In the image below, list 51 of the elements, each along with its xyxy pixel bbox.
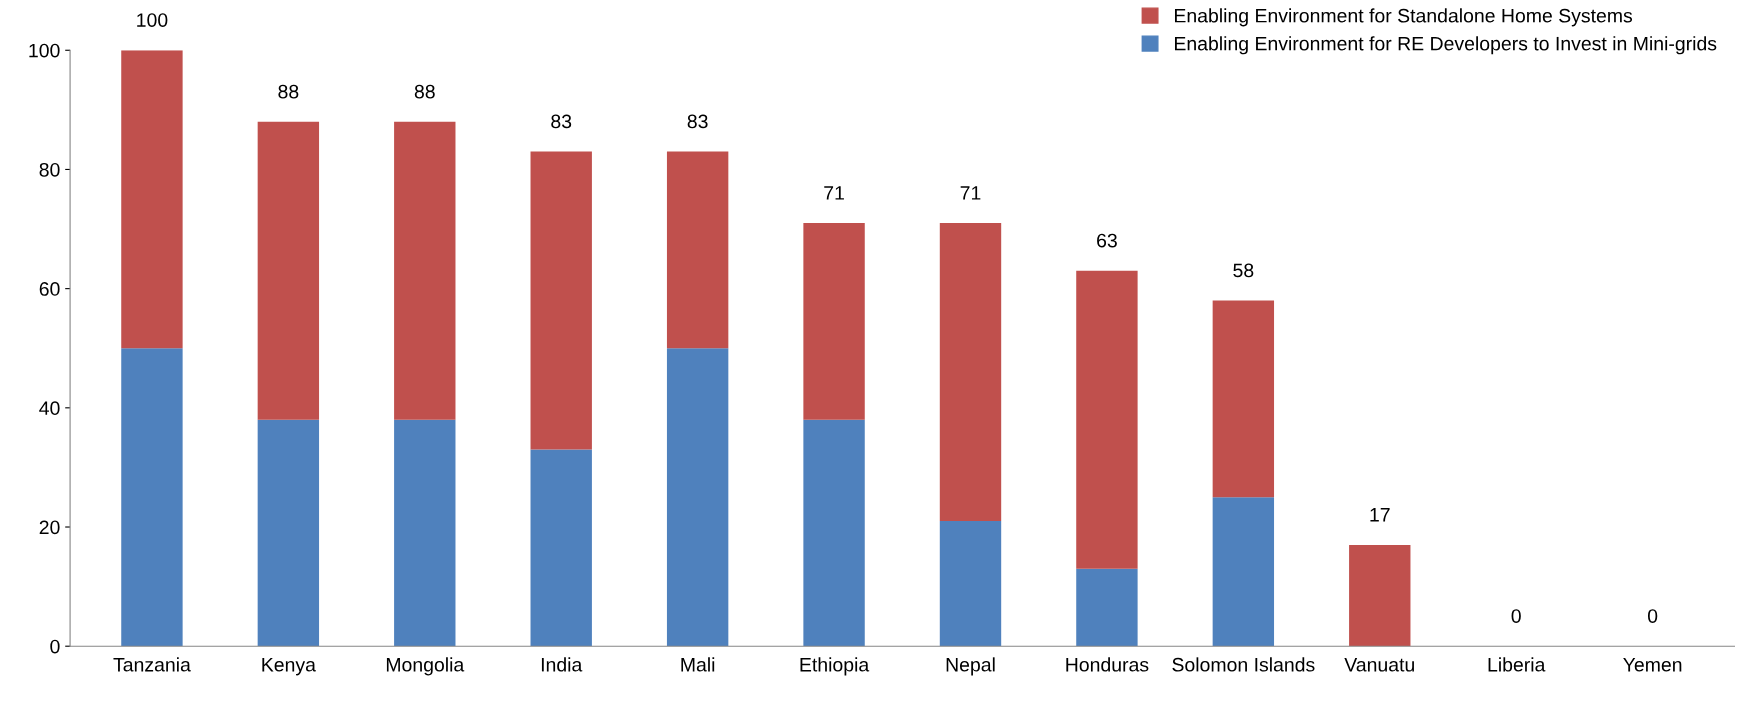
bar xyxy=(803,223,865,420)
bar xyxy=(394,419,456,647)
x-tick-label: Mongolia xyxy=(386,657,465,676)
y-tick-label: 40 xyxy=(39,401,60,416)
bar xyxy=(121,50,183,349)
x-tick-label: Ethiopia xyxy=(800,657,870,676)
total-label: 100 xyxy=(137,13,168,27)
x-tick-label: Kenya xyxy=(262,658,316,676)
total-label: 88 xyxy=(414,84,435,99)
bar xyxy=(803,419,865,647)
y-tick-label: 20 xyxy=(39,520,60,535)
y-tick-label: 60 xyxy=(39,282,60,296)
total-label: 0 xyxy=(1511,609,1521,623)
bar xyxy=(530,449,592,647)
bar xyxy=(666,348,729,647)
bar xyxy=(257,419,320,647)
x-tick-label: Nepal xyxy=(946,657,995,676)
legend-label: Enabling Environment for RE Developers to Invest in Mini-grids xyxy=(1175,36,1717,55)
total-label: 63 xyxy=(1097,233,1117,248)
bar xyxy=(257,121,320,420)
bar xyxy=(1076,270,1138,569)
y-tick-label: 100 xyxy=(29,43,60,58)
total-label: 83 xyxy=(687,114,708,129)
bar xyxy=(1076,568,1138,647)
x-tick-label: Yemen xyxy=(1623,658,1682,672)
x-tick-label: India xyxy=(541,657,583,672)
x-tick-label: Solomon Islands xyxy=(1172,657,1315,672)
bar xyxy=(939,223,1002,522)
bar xyxy=(1349,544,1411,647)
bar xyxy=(1212,300,1275,498)
total-label: 58 xyxy=(1233,263,1254,278)
bar xyxy=(121,348,183,647)
total-label: 71 xyxy=(960,186,981,200)
bar xyxy=(939,521,1002,647)
total-label: 71 xyxy=(824,186,844,200)
x-tick-label: Vanuatu xyxy=(1344,658,1414,672)
total-label: 0 xyxy=(1647,609,1658,623)
total-label: 83 xyxy=(551,114,572,129)
bar xyxy=(1212,497,1275,647)
bar xyxy=(394,121,456,420)
x-tick-label: Honduras xyxy=(1066,657,1149,672)
total-label: 17 xyxy=(1370,508,1390,522)
bar xyxy=(530,151,592,450)
x-tick-label: Mali xyxy=(681,657,715,672)
x-tick-label: Liberia xyxy=(1488,657,1546,672)
legend-label: Enabling Environment for Standalone Home Systems xyxy=(1175,8,1633,27)
x-tick-label: Tanzania xyxy=(113,657,191,672)
y-tick-label: 0 xyxy=(50,639,60,654)
total-label: 88 xyxy=(278,84,299,99)
bar xyxy=(666,151,729,349)
y-tick-label: 80 xyxy=(39,162,60,177)
